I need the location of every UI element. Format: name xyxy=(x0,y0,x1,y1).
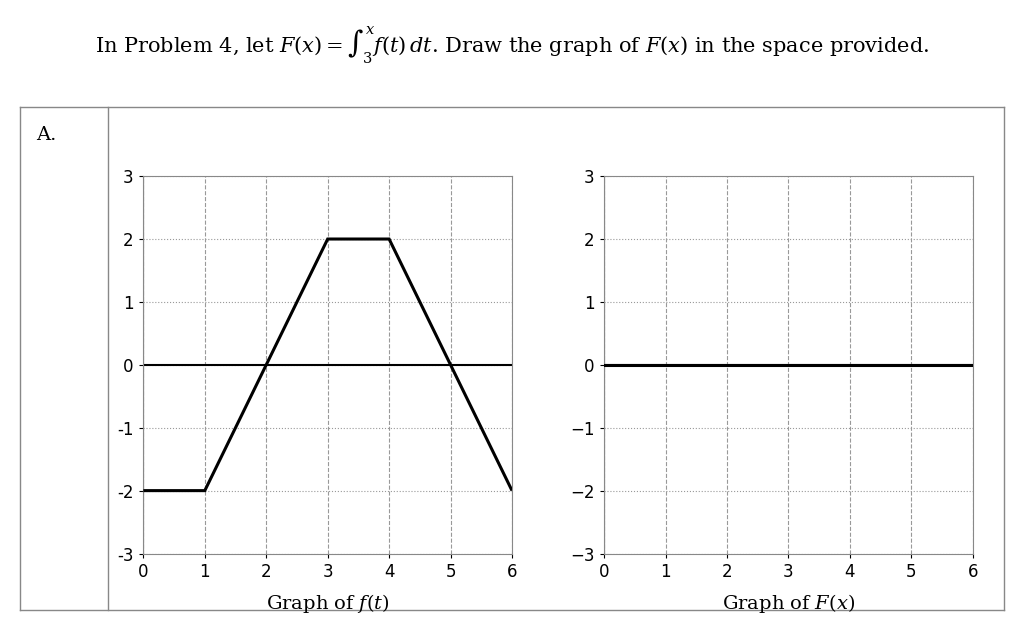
X-axis label: Graph of $f(t)$: Graph of $f(t)$ xyxy=(266,593,389,615)
X-axis label: Graph of $F(x)$: Graph of $F(x)$ xyxy=(722,593,855,615)
Text: A.: A. xyxy=(36,126,56,144)
Text: In Problem 4, let $F(x) = \int_3^x f(t)\,dt$. Draw the graph of $F(x)$ in the sp: In Problem 4, let $F(x) = \int_3^x f(t)\… xyxy=(95,25,929,67)
